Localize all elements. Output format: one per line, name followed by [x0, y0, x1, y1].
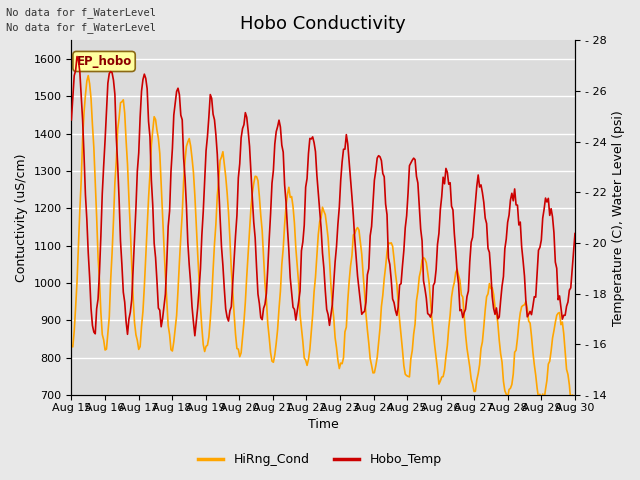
Y-axis label: Contuctivity (uS/cm): Contuctivity (uS/cm) [15, 154, 28, 282]
Text: EP_hobo: EP_hobo [76, 55, 132, 68]
Legend: HiRng_Cond, Hobo_Temp: HiRng_Cond, Hobo_Temp [193, 448, 447, 471]
X-axis label: Time: Time [308, 419, 339, 432]
Text: No data for f_WaterLevel: No data for f_WaterLevel [6, 7, 156, 18]
Title: Hobo Conductivity: Hobo Conductivity [240, 15, 406, 33]
Text: No data for f_WaterLevel: No data for f_WaterLevel [6, 22, 156, 33]
Y-axis label: Temperature (C), Water Level (psi): Temperature (C), Water Level (psi) [612, 110, 625, 325]
